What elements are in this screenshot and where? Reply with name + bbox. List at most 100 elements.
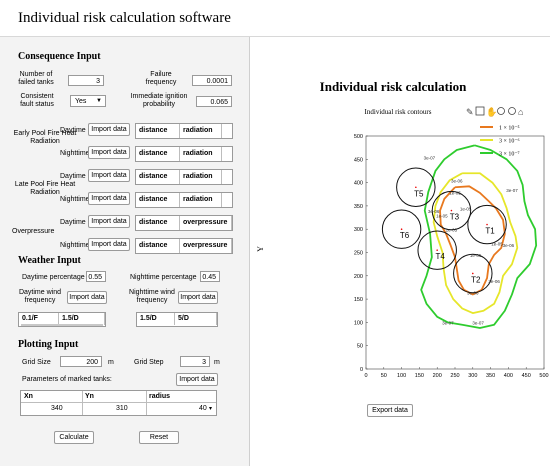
contour-label: 3e-07 <box>442 321 454 326</box>
x-tick-label: 400 <box>504 373 513 379</box>
night-wind-col-1: 1.5/D <box>137 313 175 325</box>
num-tanks-input[interactable]: 3 <box>68 75 104 86</box>
table-scrollbar[interactable] <box>21 324 103 326</box>
y-tick-label: 50 <box>357 344 363 350</box>
app-title: Individual risk calculation software <box>18 10 231 26</box>
x-tick-label: 500 <box>539 373 548 379</box>
tank-label: T2 <box>471 275 481 284</box>
fault-status-value: Yes <box>75 98 87 105</box>
day-wind-import-button[interactable]: Import data <box>67 291 107 304</box>
x-tick-label: 150 <box>415 373 424 379</box>
grid-size-input[interactable]: 200 <box>60 356 102 367</box>
tank-circle <box>467 204 507 245</box>
day-wind-table[interactable]: 0.1/F 1.5/D <box>18 312 106 327</box>
early-day-table[interactable]: distance radiation <box>135 123 233 139</box>
home-icon[interactable]: ⌂ <box>518 107 523 117</box>
chevron-down-icon: ▼ <box>96 98 102 104</box>
reset-button[interactable]: Reset <box>139 431 179 444</box>
late-pool-fire-label: Late Pool Fire Heat Radiation <box>14 181 76 196</box>
col-distance: distance <box>136 193 180 207</box>
contour-1e-05 <box>439 185 506 296</box>
early-night-table[interactable]: distance radiation <box>135 146 233 162</box>
early-day-import-button[interactable]: Import data <box>88 123 130 136</box>
tank-circle <box>417 230 457 270</box>
x-tick-label: 0 <box>364 373 367 379</box>
early-night-import-button[interactable]: Import data <box>88 146 130 159</box>
over-day-import-button[interactable]: Import data <box>88 215 130 228</box>
col-distance: distance <box>136 216 180 230</box>
col-radiation: radiation <box>180 193 222 207</box>
marked-tanks-table[interactable]: Xn Yn radius 340 310 40 ▾ <box>20 390 217 416</box>
over-day-table[interactable]: distance overpressure <box>135 215 233 231</box>
x-tick-label: 250 <box>450 373 459 379</box>
contour-3e-07 <box>420 144 538 329</box>
spinner-icon[interactable]: ▾ <box>209 406 213 412</box>
contour-label: 3e-06 <box>467 290 479 295</box>
late-night-table[interactable]: distance radiation <box>135 192 233 208</box>
late-night-import-button[interactable]: Import data <box>88 192 130 205</box>
risk-contour-plot: Individual risk calculation Individual r… <box>256 79 549 417</box>
over-night-table[interactable]: distance overpressure <box>135 238 233 254</box>
contour-label: 1e-05 <box>436 214 448 219</box>
calculate-button[interactable]: Calculate <box>54 431 94 444</box>
cell-xn[interactable]: 340 <box>51 405 63 412</box>
zoom-in-icon[interactable] <box>497 107 505 115</box>
contour-label: 1e-05 <box>446 228 458 233</box>
pan-hand-icon[interactable]: ✋ <box>486 106 497 117</box>
weather-heading: Weather Input <box>18 255 81 266</box>
over-night-import-button[interactable]: Import data <box>88 238 130 251</box>
contour-label: 3e-07 <box>506 188 518 193</box>
day-pct-input[interactable]: 0.55 <box>86 271 106 282</box>
col-distance: distance <box>136 239 180 253</box>
late-day-table[interactable]: distance radiation <box>135 169 233 185</box>
marked-import-button[interactable]: Import data <box>176 373 218 386</box>
x-tick-label: 200 <box>433 373 442 379</box>
zoom-out-icon[interactable] <box>508 107 516 115</box>
tank-circle <box>396 167 436 207</box>
ignition-input[interactable]: 0.065 <box>196 96 232 107</box>
night-wind-col-2: 5/D <box>175 313 217 325</box>
contour-3e-06 <box>432 172 519 314</box>
tank-label: T5 <box>414 189 424 198</box>
grid-step-label: Grid Step <box>134 359 164 366</box>
export-data-button[interactable]: Export data <box>367 404 413 417</box>
brush-icon[interactable]: ✎ <box>466 107 474 117</box>
night-pct-input[interactable]: 0.45 <box>200 271 220 282</box>
col-overpressure: overpressure <box>180 239 232 253</box>
x-tick-label: 50 <box>381 373 387 379</box>
col-radiation: radiation <box>180 170 222 184</box>
y-axis-label: Y <box>256 246 265 252</box>
tank-circle <box>431 190 472 231</box>
tank-center-dot <box>400 228 403 230</box>
export-icon[interactable] <box>475 106 485 116</box>
y-tick-label: 0 <box>360 367 363 373</box>
night-pct-label: Nighttime percentage <box>130 274 197 281</box>
y-tick-label: 400 <box>354 181 363 187</box>
contour-label: 1e-05 <box>460 207 472 212</box>
x-tick-label: 450 <box>522 373 531 379</box>
night-wind-import-button[interactable]: Import data <box>178 291 218 304</box>
grid-step-input[interactable]: 3 <box>180 356 210 367</box>
grid-size-unit: m <box>108 359 114 366</box>
y-tick-label: 300 <box>354 227 363 233</box>
early-nighttime-label: Nighttime <box>60 150 90 157</box>
cell-radius[interactable]: 40 <box>199 405 207 412</box>
x-tick-label: 350 <box>486 373 495 379</box>
grid-size-label: Grid Size <box>22 359 51 366</box>
fault-status-select[interactable]: Yes ▼ <box>70 95 106 107</box>
cell-yn[interactable]: 310 <box>116 405 128 412</box>
failure-freq-label: Failure frequency <box>145 71 177 86</box>
night-wind-table[interactable]: 1.5/D 5/D <box>136 312 218 327</box>
x-tick-label: 300 <box>468 373 477 379</box>
contour-label: 1e-05 <box>491 242 503 247</box>
col-radiation: radiation <box>180 124 222 138</box>
chart-legend: 1 × 10⁻⁵ 3 × 10⁻⁶ 3 × 10⁻⁷ <box>480 126 520 158</box>
plotting-heading: Plotting Input <box>18 339 79 350</box>
y-tick-label: 200 <box>354 274 363 280</box>
chart-title: Individual risk calculation <box>320 79 467 94</box>
plot-panel: Individual risk calculation Individual r… <box>250 37 550 466</box>
failure-freq-input[interactable]: 0.0001 <box>192 75 232 86</box>
tank-label: T6 <box>400 231 410 240</box>
late-day-import-button[interactable]: Import data <box>88 169 130 182</box>
col-radius: radius <box>149 393 171 400</box>
